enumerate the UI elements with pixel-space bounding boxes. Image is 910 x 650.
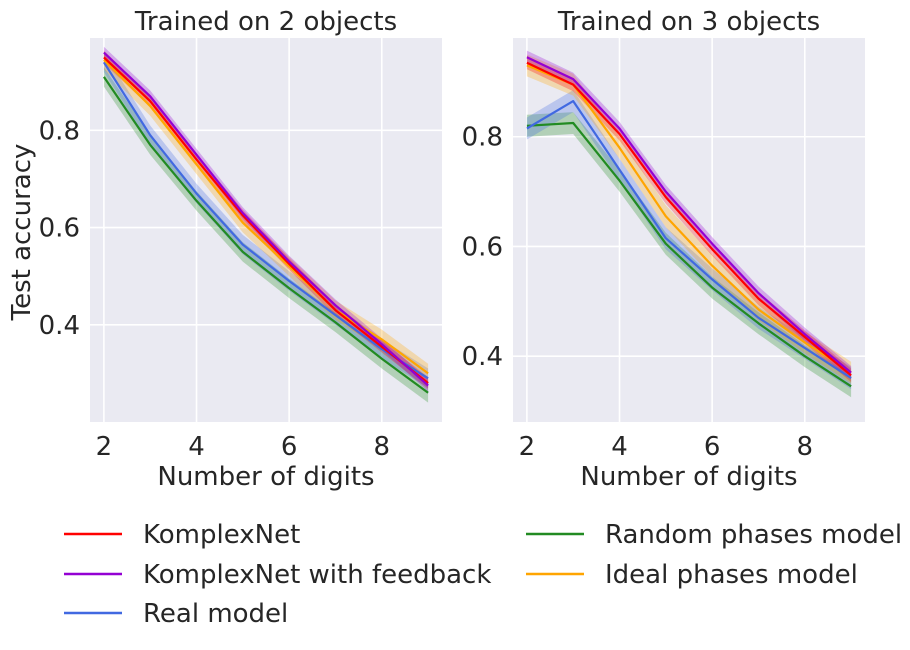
subplot-title: Trained on 3 objects xyxy=(557,7,820,37)
y-tick-label: 0.8 xyxy=(39,116,80,146)
y-axis-label: Test accuracy xyxy=(7,144,37,322)
x-axis-label: Number of digits xyxy=(580,462,797,492)
legend-label-ideal-phases: Ideal phases model xyxy=(605,560,858,590)
legend-label-real-model: Real model xyxy=(143,599,288,629)
series-line-komplexnet-with-feedback xyxy=(103,51,429,387)
series-line-real-model xyxy=(102,61,429,380)
legend-label-random-phases: Random phases model xyxy=(605,520,902,550)
subplot-title: Trained on 2 objects xyxy=(134,7,397,37)
legend-label-komplexnet-feedback: KomplexNet with feedback xyxy=(143,560,491,590)
y-tick-label: 0.4 xyxy=(39,311,80,341)
x-axis-label: Number of digits xyxy=(157,462,374,492)
y-tick-label: 0.4 xyxy=(462,342,503,372)
confidence-band-real-model xyxy=(103,52,429,388)
plot-area xyxy=(90,38,442,422)
y-tick-label: 0.8 xyxy=(462,123,503,153)
confidence-band-real-model xyxy=(526,90,852,390)
subplot-trained-on-2-objects: Trained on 2 objects Number of digits Te… xyxy=(7,7,442,492)
plot-layer xyxy=(513,38,865,422)
series-line-komplexnet xyxy=(103,56,429,384)
x-tick-label: 2 xyxy=(96,432,113,462)
legend-label-komplexnet: KomplexNet xyxy=(143,520,300,550)
plot-layer xyxy=(90,38,442,422)
series-line-komplexnet-with-feedback xyxy=(526,56,852,374)
series-line-random-phases-model xyxy=(102,76,429,394)
x-tick-label: 6 xyxy=(704,432,721,462)
confidence-band-ideal-phases-model xyxy=(526,54,852,384)
series-line-komplexnet xyxy=(526,61,852,377)
y-tick-label: 0.6 xyxy=(462,232,503,262)
x-tick-label: 4 xyxy=(611,432,628,462)
y-tick-label: 0.6 xyxy=(39,214,80,244)
x-tick-label: 8 xyxy=(797,432,814,462)
series-line-ideal-phases-model xyxy=(526,64,852,374)
legend: KomplexNet KomplexNet with feedback Real… xyxy=(64,520,902,629)
confidence-band-komplexnet-with-feedback xyxy=(526,50,852,380)
x-tick-label: 4 xyxy=(188,432,205,462)
subplot-trained-on-3-objects: Trained on 3 objects Number of digits 2 4… xyxy=(462,7,865,492)
x-tick-label: 8 xyxy=(374,432,391,462)
x-tick-label: 6 xyxy=(281,432,298,462)
series-line-real-model xyxy=(526,99,852,380)
x-tick-label: 2 xyxy=(519,432,536,462)
series-line-ideal-phases-model xyxy=(103,59,429,375)
series-line-random-phases-model xyxy=(526,121,852,388)
